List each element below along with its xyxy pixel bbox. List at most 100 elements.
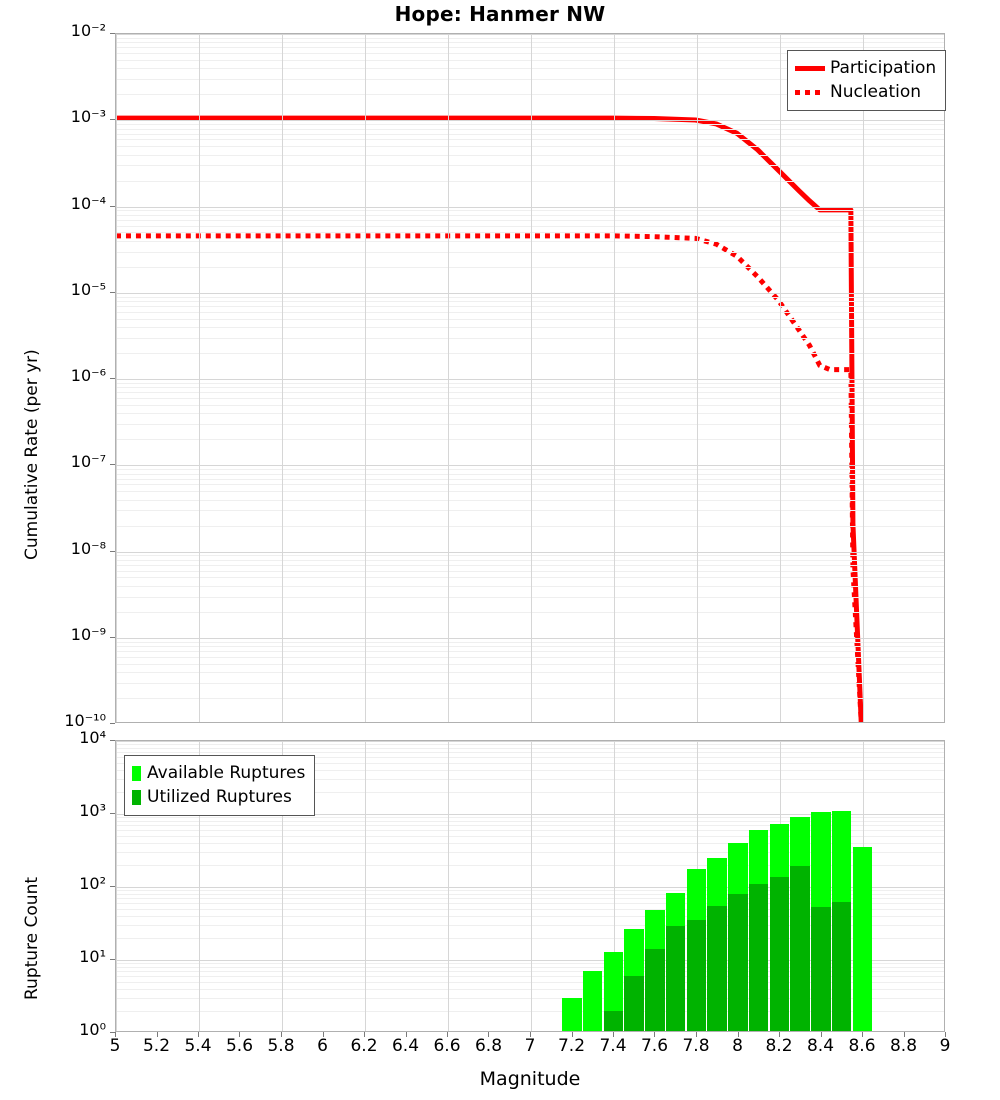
gridline-minor	[116, 792, 944, 794]
gridline-minor	[116, 225, 944, 227]
gridline-minor	[116, 825, 944, 827]
bar-utilized-ruptures	[769, 877, 790, 1031]
gridline-minor	[116, 585, 944, 587]
x-axis-tick-label: 8.2	[765, 1036, 793, 1056]
gridline-minor	[116, 981, 944, 983]
bar-utilized-ruptures	[624, 976, 644, 1031]
gridline-minor	[116, 748, 944, 750]
gridline-vertical	[116, 34, 117, 722]
gridline-minor	[116, 903, 944, 905]
gridline-minor	[116, 59, 944, 61]
x-axis-tickmark	[530, 1032, 531, 1037]
y-axis-tick-label: 10⁻⁷	[70, 452, 106, 472]
gridline-vertical	[199, 741, 200, 1031]
gridline-vertical	[531, 741, 532, 1031]
gridline-minor	[116, 296, 944, 298]
gridline-minor	[116, 318, 944, 320]
x-axis-tickmark	[904, 1032, 905, 1037]
gridline-minor	[116, 124, 944, 126]
gridline-minor	[116, 894, 944, 896]
x-axis-label: Magnitude	[479, 1068, 581, 1090]
gridline-minor	[116, 139, 944, 141]
y-axis-tickmark	[110, 291, 115, 293]
bar-utilized-ruptures	[645, 949, 665, 1031]
y-axis-tickmark	[110, 1032, 115, 1033]
gridline-minor	[116, 564, 944, 566]
bottom-plot-y-axis-label: Rupture Count	[22, 876, 42, 1000]
x-axis-tick-label: 6.4	[391, 1036, 420, 1056]
gridline-minor	[116, 484, 944, 486]
x-axis-tickmark	[779, 1032, 780, 1037]
gridline-vertical	[697, 34, 698, 722]
top-plot-legend: Participation Nucleation	[787, 50, 947, 111]
bar-utilized-ruptures	[790, 865, 810, 1031]
bar-utilized-ruptures	[748, 883, 769, 1031]
y-axis-tickmark	[110, 464, 115, 466]
x-axis-tick-label: 5.4	[184, 1036, 212, 1056]
x-axis-tickmark	[198, 1032, 199, 1037]
gridline-minor	[116, 821, 944, 823]
color-swatch-icon	[132, 765, 141, 781]
gridline-minor	[116, 656, 944, 658]
y-axis-tickmark	[110, 378, 115, 379]
x-axis-tickmark	[364, 1032, 365, 1037]
x-axis-tickmark	[696, 1032, 697, 1037]
gridline-minor	[116, 770, 944, 772]
y-axis-tickmark	[110, 959, 115, 960]
legend-label: Participation	[830, 58, 937, 78]
gridline-minor	[116, 555, 944, 557]
gridline-major	[116, 637, 944, 639]
y-axis-tickmark	[110, 886, 115, 887]
x-axis-tick-label: 6	[317, 1036, 328, 1056]
gridline-minor	[116, 473, 944, 475]
bar-utilized-ruptures	[728, 894, 748, 1031]
x-axis-tick-label: 5	[109, 1036, 121, 1056]
gridline-minor	[116, 698, 944, 700]
curve-nucleation	[116, 233, 864, 722]
x-axis-tickmark	[406, 1032, 407, 1037]
legend-label: Utilized Ruptures	[147, 787, 292, 807]
bar-utilized-ruptures	[811, 907, 831, 1031]
x-axis-tick-label: 7	[524, 1036, 536, 1056]
gridline-minor	[116, 47, 944, 49]
gridline-minor	[116, 916, 944, 918]
gridline-minor	[116, 180, 944, 182]
gridline-vertical	[282, 34, 283, 722]
y-axis-tick-label: 10²	[79, 874, 106, 893]
gridline-minor	[116, 306, 944, 308]
gridline-minor	[116, 865, 944, 867]
bar-utilized-ruptures	[603, 1011, 624, 1031]
gridline-minor	[116, 817, 944, 819]
x-axis-tick-label: 9	[939, 1036, 951, 1056]
cumulative-rate-curves	[116, 115, 864, 722]
x-axis-tick-label: 6.2	[350, 1036, 378, 1056]
y-axis-tickmark	[110, 636, 115, 638]
x-axis-tick-label: 8	[732, 1036, 743, 1056]
curve-participation	[116, 115, 864, 722]
x-axis-tick-label: 8.6	[848, 1036, 876, 1056]
gridline-minor	[116, 570, 944, 572]
y-axis-tick-label: 10⁻⁹	[70, 624, 106, 644]
gridline-minor	[116, 128, 944, 130]
gridline-vertical	[448, 741, 449, 1031]
gridline-minor	[116, 469, 944, 471]
gridline-minor	[116, 42, 944, 44]
color-swatch-icon	[132, 789, 141, 805]
x-axis-tickmark	[115, 1032, 116, 1037]
gridline-minor	[116, 392, 944, 394]
gridline-vertical	[863, 34, 864, 722]
y-axis-tickmark	[110, 550, 115, 552]
x-axis-tickmark	[157, 1032, 158, 1037]
x-axis-tick-label: 5.2	[142, 1036, 171, 1056]
gridline-minor	[116, 404, 944, 406]
gridline-minor	[116, 133, 944, 135]
gridline-minor	[116, 779, 944, 781]
gridline-minor	[116, 146, 944, 148]
gridline-minor	[116, 219, 944, 221]
gridline-major	[116, 960, 944, 961]
gridline-minor	[116, 672, 944, 674]
cumulative-rate-plot	[115, 33, 945, 723]
gridline-minor	[116, 232, 944, 234]
gridline-major	[116, 465, 944, 467]
gridline-vertical	[448, 34, 449, 722]
